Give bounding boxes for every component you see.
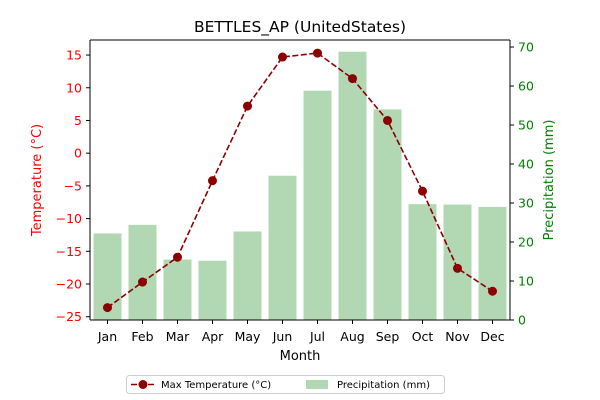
temp-point-apr: [208, 176, 217, 186]
y-left-tick-label: −15: [56, 244, 82, 259]
y-left-tick-label: 15: [66, 48, 82, 63]
x-tick-label: Oct: [412, 329, 434, 344]
tick-labels: Jan Feb Mar Apr May Jun Jul Aug Sep Oct Nov Dec −25 −…: [56, 40, 534, 344]
precip-bar-aug: [338, 51, 367, 321]
x-tick-label: Apr: [202, 329, 224, 344]
temp-point-aug: [348, 74, 357, 84]
precip-bar-dec: [478, 206, 507, 320]
x-tick-label: Jul: [309, 329, 325, 344]
y-right-tick-label: 60: [518, 79, 534, 94]
x-axis-title: Month: [280, 349, 321, 364]
precip-bar-jul: [303, 90, 332, 320]
precip-bar-may: [233, 231, 262, 320]
precip-bar-mar: [163, 259, 192, 320]
legend-label-temperature: Max Temperature (°C): [161, 380, 271, 391]
precipitation-bars: [93, 51, 507, 321]
y-left-tick-label: 5: [74, 113, 82, 128]
temperature-line: [103, 48, 497, 313]
temp-point-jun: [278, 52, 287, 62]
x-tick-label: Aug: [340, 329, 364, 344]
precip-bar-apr: [198, 260, 227, 320]
y-right-tick-label: 0: [518, 313, 526, 328]
x-tick-label: Mar: [166, 329, 190, 344]
precip-bar-jun: [268, 175, 297, 320]
temp-point-dec: [488, 286, 497, 296]
y-left-tick-label: −10: [56, 211, 82, 226]
temp-point-jan: [103, 303, 112, 313]
legend-bar-swatch: [306, 380, 328, 389]
x-tick-label: May: [235, 329, 261, 344]
x-tick-label: Feb: [131, 329, 153, 344]
legend: Max Temperature (°C) Precipitation (mm): [126, 375, 445, 394]
x-tick-label: Jun: [272, 329, 293, 344]
y-right-tick-label: 30: [518, 196, 534, 211]
temp-point-sep: [383, 115, 392, 125]
y-left-tick-label: −20: [56, 277, 82, 292]
x-tick-label: Dec: [480, 329, 504, 344]
temperature-series-line: [107, 52, 493, 309]
temp-point-feb: [138, 277, 147, 287]
precip-bar-nov: [443, 204, 472, 320]
legend-marker-swatch: [138, 380, 148, 389]
temp-point-jul: [313, 48, 322, 58]
temp-point-may: [243, 101, 252, 111]
y-left-tick-label: 0: [74, 146, 82, 161]
y-right-tick-label: 20: [518, 235, 534, 250]
y-left-tick-label: −5: [64, 178, 82, 193]
precip-bar-feb: [128, 224, 157, 320]
precip-bar-oct: [408, 204, 437, 320]
x-tick-label: Jan: [97, 329, 117, 344]
y-left-axis-title: Temperature (°C): [30, 124, 45, 237]
chart-title: BETTLES_AP (UnitedStates): [194, 18, 406, 37]
x-tick-label: Sep: [376, 329, 400, 344]
y-right-tick-label: 50: [518, 118, 534, 133]
y-left-tick-label: 10: [66, 80, 82, 95]
y-right-tick-label: 70: [518, 40, 534, 55]
axes: [89, 39, 511, 321]
legend-label-precipitation: Precipitation (mm): [337, 380, 430, 391]
temp-point-oct: [418, 186, 427, 196]
y-right-tick-label: 40: [518, 157, 534, 172]
y-left-tick-label: −25: [56, 309, 82, 324]
temp-point-mar: [173, 252, 182, 262]
y-right-tick-label: 10: [518, 274, 534, 289]
legend-box: [126, 375, 445, 394]
x-tick-label: Nov: [445, 329, 470, 344]
y-right-axis-title: Precipitation (mm): [542, 120, 557, 241]
precip-bar-sep: [373, 109, 402, 320]
temp-point-nov: [453, 263, 462, 273]
